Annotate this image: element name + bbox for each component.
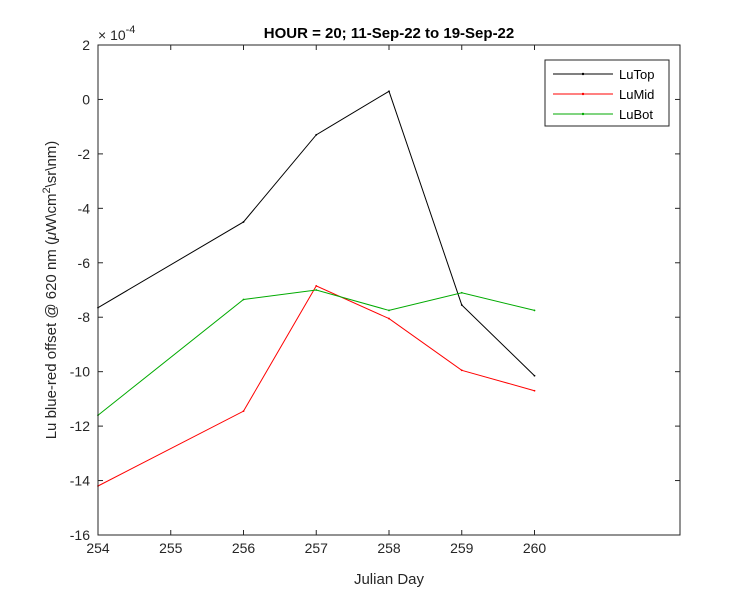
y-axis-label: Lu blue-red offset @ 620 nm (μW\cm2\sr\n… xyxy=(41,141,60,440)
series-layer xyxy=(97,90,536,487)
y-exponent: × 10-4 xyxy=(98,24,135,43)
y-tick-label: -2 xyxy=(78,146,91,162)
x-tick-label: 255 xyxy=(159,540,183,556)
series-line-lutop xyxy=(97,90,535,377)
y-tick-label: -4 xyxy=(78,200,91,216)
legend-label-lumid: LuMid xyxy=(619,87,654,102)
data-point-lumid xyxy=(315,285,318,287)
y-label-sup: 2 xyxy=(41,187,53,193)
data-point-lutop xyxy=(460,304,463,306)
exponent-power: -4 xyxy=(126,24,136,36)
y-tick-label: -10 xyxy=(70,364,90,380)
data-point-lubot xyxy=(242,298,245,301)
y-tick-label: -16 xyxy=(70,527,90,543)
data-point-lumid xyxy=(242,410,245,413)
series-line-lumid xyxy=(97,285,535,487)
y-label-mid: W\cm xyxy=(43,194,60,232)
legend-label-lubot: LuBot xyxy=(619,107,653,122)
y-tick-label: 0 xyxy=(82,91,90,107)
x-axis-label: Julian Day xyxy=(354,571,425,588)
legend-marker-lubot xyxy=(581,112,585,116)
data-point-lutop xyxy=(388,90,390,93)
data-point-lubot xyxy=(460,291,463,294)
y-tick-label: 2 xyxy=(82,37,90,53)
data-point-lubot xyxy=(388,309,390,312)
legend-box xyxy=(544,59,670,127)
y-label-main: Lu blue-red offset @ 620 nm ( xyxy=(43,240,60,439)
y-tick-label: -8 xyxy=(78,309,91,325)
data-point-lutop xyxy=(242,221,245,223)
data-point-lumid xyxy=(460,369,463,372)
legend-marker-lutop xyxy=(581,72,585,76)
series-line-lubot xyxy=(97,289,535,416)
y-tick-label: -6 xyxy=(78,255,91,271)
x-tick-label: 256 xyxy=(232,540,256,556)
data-point-lubot xyxy=(533,309,536,312)
y-tick-label: -12 xyxy=(70,418,90,434)
x-tick-label: 260 xyxy=(523,540,547,556)
data-point-lumid xyxy=(388,317,390,320)
y-tick-label: -14 xyxy=(70,473,90,489)
y-label-end: \sr\nm) xyxy=(43,141,60,188)
legend-label-lutop: LuTop xyxy=(619,67,654,82)
chart-title: HOUR = 20; 11-Sep-22 to 19-Sep-22 xyxy=(264,25,515,42)
ticks-layer: 254 255 256 257 258 259 260 -16 -14 -12 -10 -8 -6 -4 -… xyxy=(70,37,680,556)
data-point-lutop xyxy=(315,133,318,136)
x-tick-label: 254 xyxy=(86,540,110,556)
legend: LuTop LuMid LuBot xyxy=(544,59,670,127)
plot-area xyxy=(98,45,680,535)
x-tick-label: 257 xyxy=(305,540,329,556)
x-tick-label: 258 xyxy=(377,540,401,556)
x-tick-label: 259 xyxy=(450,540,474,556)
data-point-lubot xyxy=(315,289,318,291)
exponent-base: × 10 xyxy=(98,27,126,43)
data-point-lumid xyxy=(533,389,536,392)
legend-marker-lumid xyxy=(581,92,585,96)
data-point-lutop xyxy=(533,374,536,377)
y-label-mu: μ xyxy=(43,232,60,241)
